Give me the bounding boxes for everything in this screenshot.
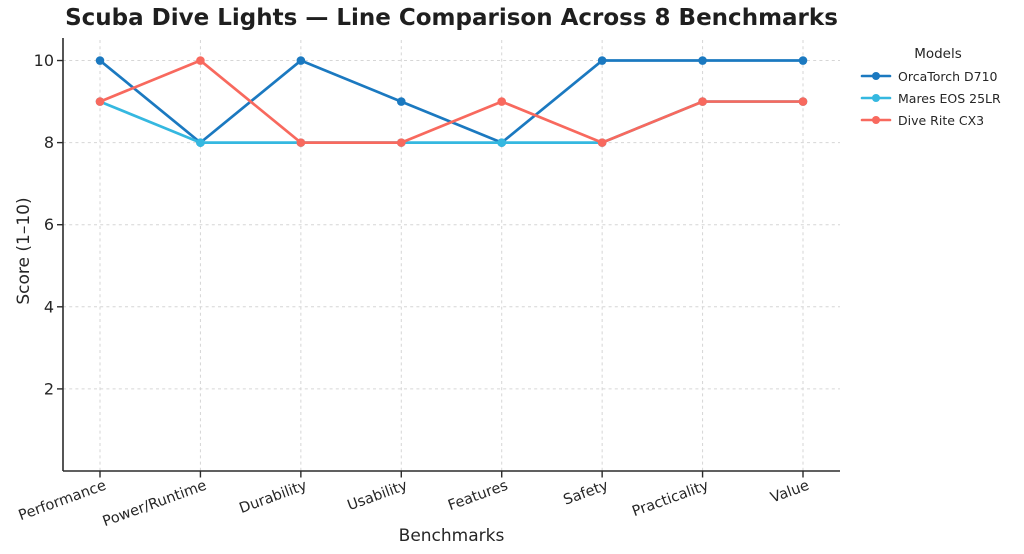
data-point-marker [798,97,808,106]
legend-item-label: OrcaTorch D710 [898,68,998,84]
data-point-marker [396,97,406,106]
legend-items: OrcaTorch D710 Mares EOS 25LR Dive Rite CX… [860,65,1016,131]
data-point-marker [396,138,406,147]
series-line [98,59,805,144]
data-point-marker [698,56,707,65]
legend-item-label: Mares EOS 25LR [898,90,1001,106]
x-tick-label: Performance [17,478,109,524]
x-tick-label: Safety [561,478,610,509]
legend-item: OrcaTorch D710 [860,65,1016,87]
x-tick-label: Power/Runtime [101,478,209,530]
legend-line-marker-icon [860,116,892,124]
y-tick-label: 8 [44,133,54,152]
legend-item: Mares EOS 25LR [860,87,1016,109]
chart-title: Scuba Dive Lights — Line Comparison Acro… [65,5,838,31]
data-point-marker [95,56,105,65]
legend-line-marker-icon [860,72,892,80]
data-point-marker [597,138,607,147]
legend-item-label: Dive Rite CX3 [898,112,985,128]
y-axis-label: Score (1–10) [14,197,34,305]
x-tick-label: Usability [345,478,410,515]
x-tick-label: Features [446,478,510,514]
series-line [98,59,805,144]
y-tick-label: 4 [44,297,54,316]
legend-dot [872,94,880,102]
legend-item: Dive Rite CX3 [860,109,1016,131]
legend-dot [872,116,880,124]
y-tick-label: 2 [44,379,54,398]
data-point-marker [296,56,306,65]
x-axis-label: Benchmarks [398,526,505,546]
data-point-marker [196,56,205,65]
data-point-marker [296,138,306,147]
data-point-marker [95,97,105,106]
data-point-marker [798,56,808,65]
y-tick-label: 6 [44,215,54,234]
legend-dot [872,72,880,80]
legend-title: Models [914,46,962,62]
legend: Models OrcaTorch D710 Mares EOS 25LR Dive … [860,46,1016,131]
data-point-marker [698,97,707,106]
data-point-marker [497,97,507,106]
data-point-marker [196,138,205,147]
x-tick-label: Practicality [630,478,711,521]
y-tick-label: 10 [34,51,54,70]
x-tick-label: Value [768,478,811,507]
legend-line-marker-icon [860,94,892,102]
data-point-marker [597,56,607,65]
data-point-marker [497,138,507,147]
x-tick-label: Durability [237,478,309,517]
